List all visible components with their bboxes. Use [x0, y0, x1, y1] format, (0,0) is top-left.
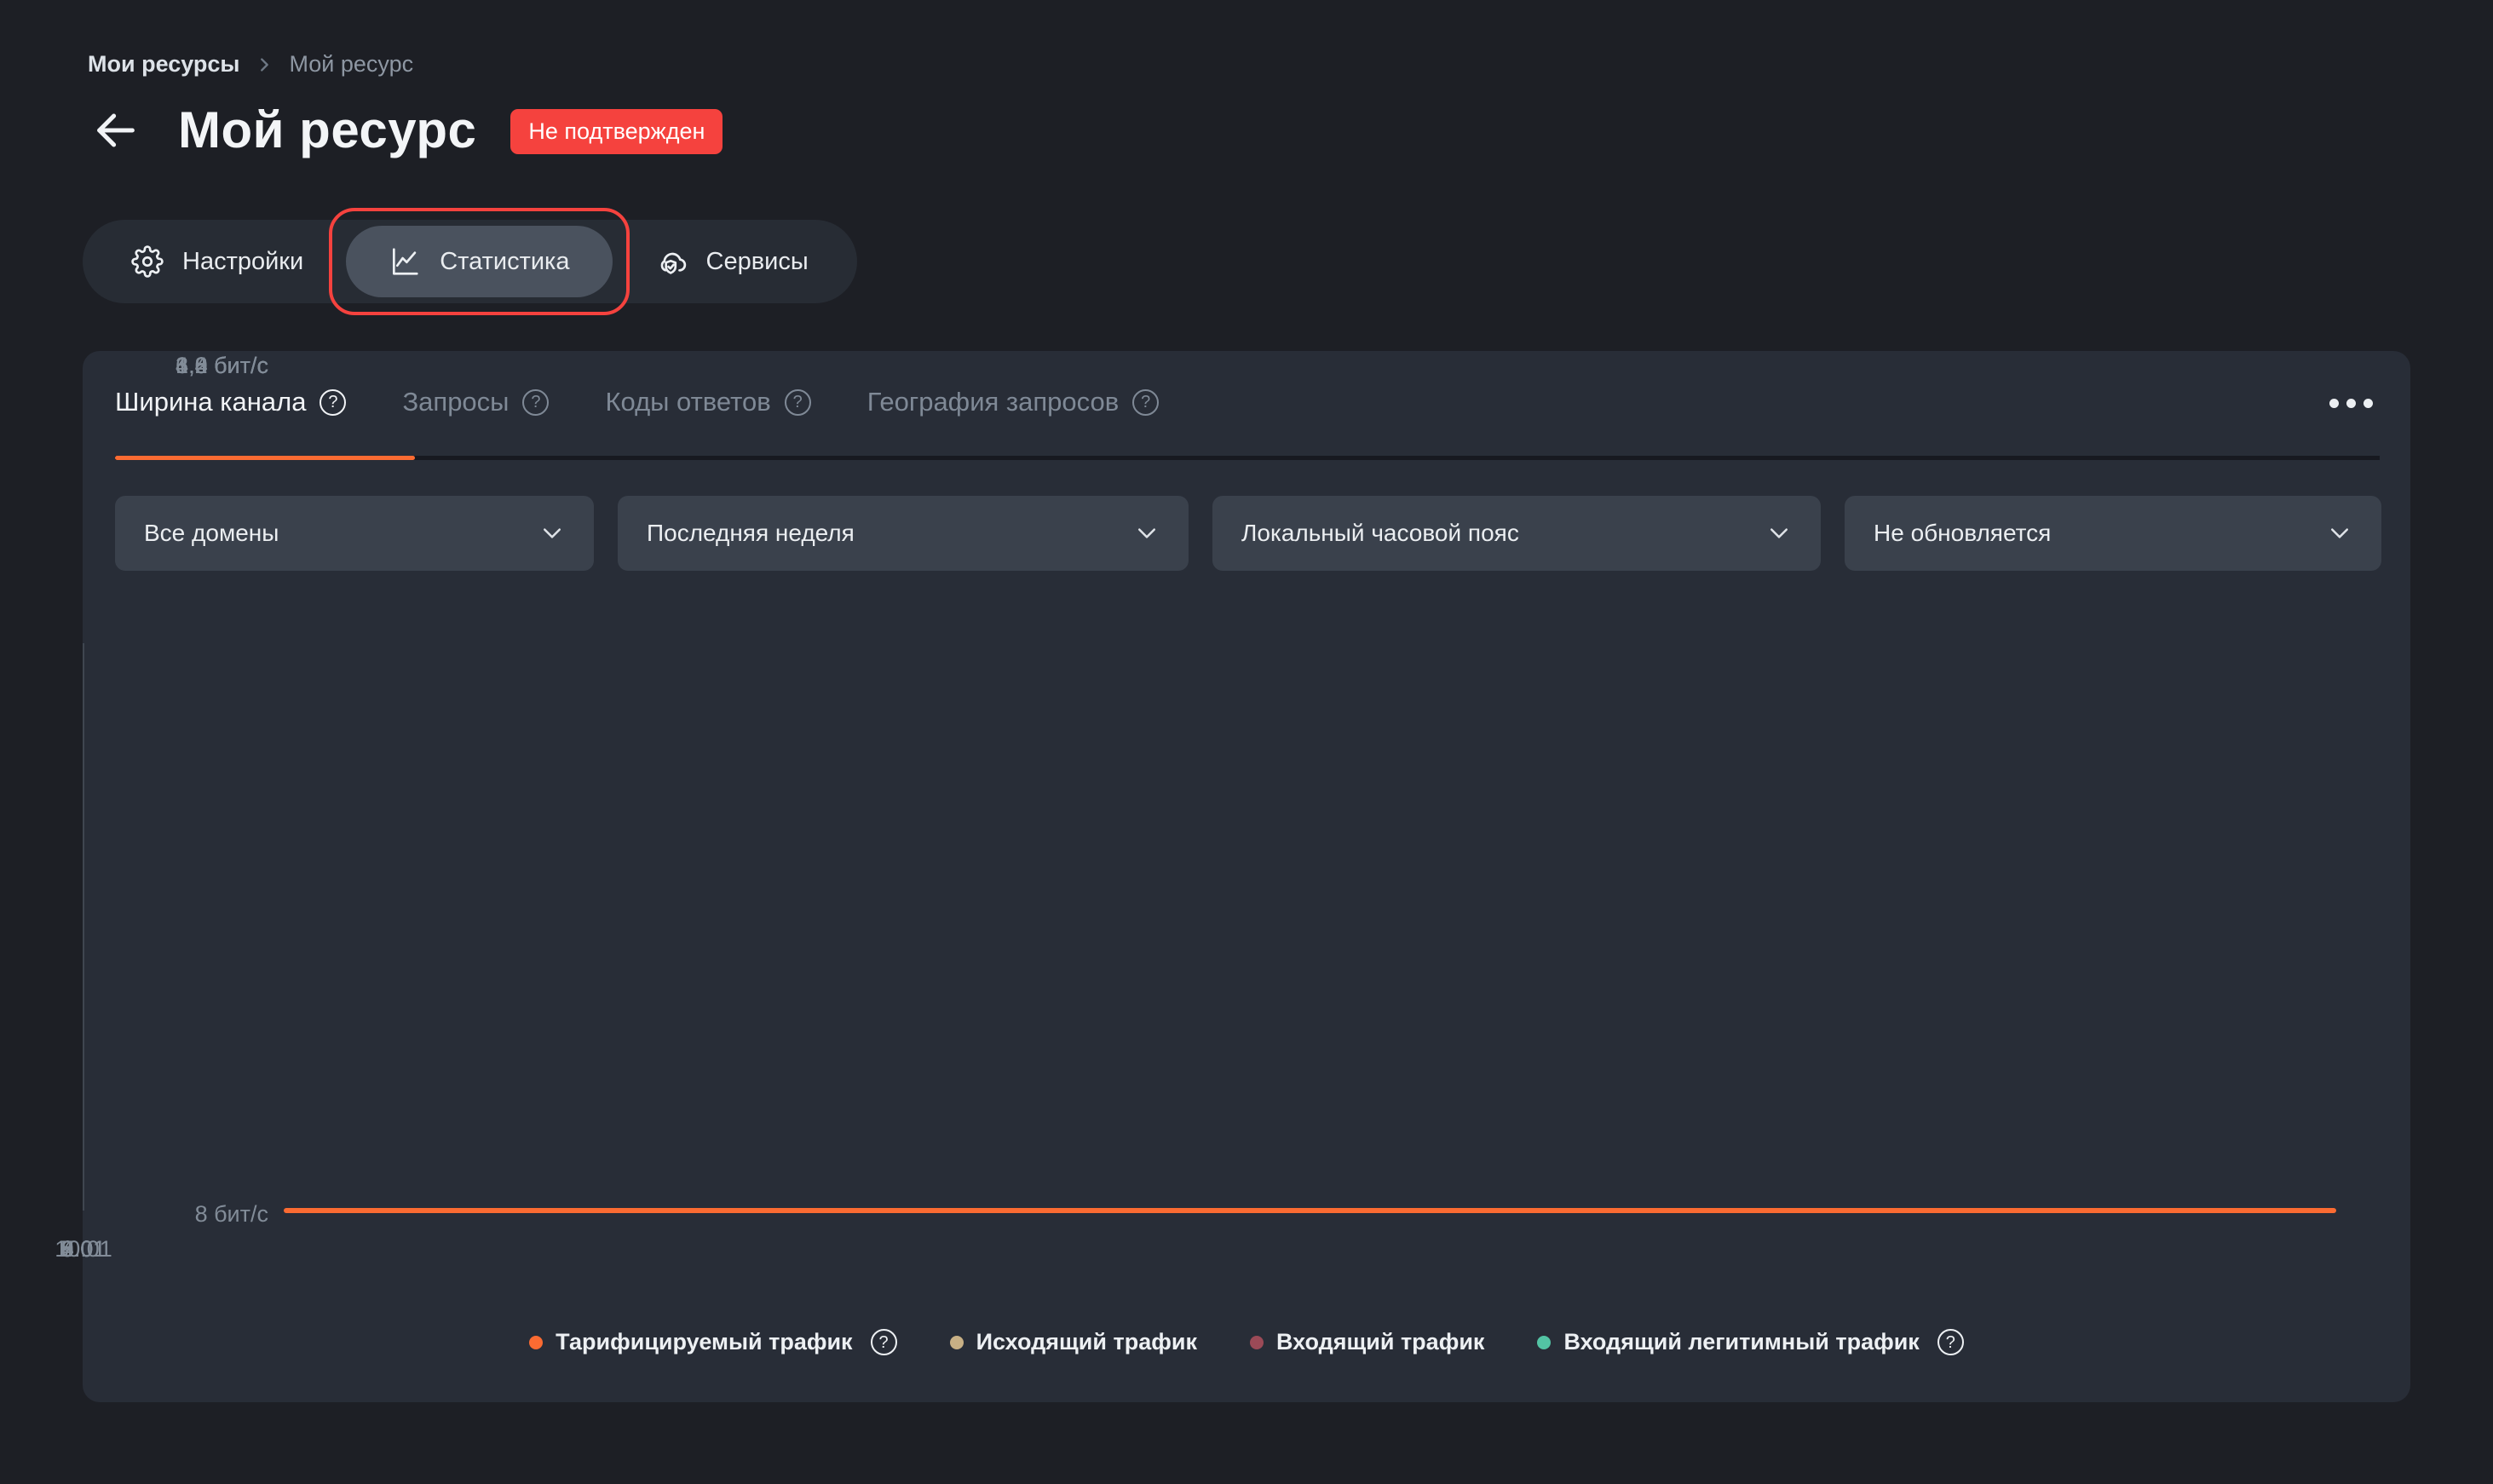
x-axis-tick: 5.01 [60, 1236, 107, 1262]
legend-item-incoming-traffic[interactable]: Входящий трафик [1249, 1329, 1485, 1355]
legend-label: Входящий трафик [1275, 1329, 1485, 1355]
x-axis-tick: 8.01 [60, 1236, 107, 1262]
help-icon[interactable]: ? [320, 388, 347, 416]
chevron-down-icon [1134, 521, 1160, 546]
gridline: 10.01 [55, 643, 112, 1262]
x-axis-tick: 6.01 [60, 1236, 107, 1262]
back-arrow-icon[interactable] [88, 102, 144, 158]
breadcrumb-current: Мой ресурс [289, 51, 414, 77]
refresh-select-value: Не обновляется [1874, 520, 2052, 546]
tab-settings-label: Настройки [182, 247, 304, 275]
cloud-check-icon [655, 245, 688, 278]
timezone-select-value: Локальный часовой пояс [1241, 520, 1519, 546]
chevron-down-icon [2327, 521, 2352, 546]
x-axis-tick: 10.01 [55, 1236, 112, 1262]
statistics-panel: Ширина канала ? Запросы ? Коды ответов ?… [55, 351, 2410, 1402]
active-tab-underline [115, 456, 415, 460]
tab-channel-width-label: Ширина канала [115, 387, 307, 417]
tabs-underline-track [115, 456, 2380, 460]
tab-response-codes-label: Коды ответов [605, 387, 771, 417]
chevron-down-icon [1766, 521, 1792, 546]
legend-dot [529, 1335, 544, 1349]
page-title: Мой ресурс [178, 101, 477, 158]
help-icon[interactable]: ? [1132, 388, 1160, 416]
tab-settings[interactable]: Настройки [89, 226, 346, 297]
legend-item-billable-traffic[interactable]: Тарифицируемый трафик ? [529, 1329, 897, 1355]
y-axis-tick: 3,2 бит/с [176, 353, 268, 378]
legend-dot [1537, 1335, 1552, 1349]
legend-label: Входящий легитимный трафик [1563, 1329, 1920, 1355]
legend-item-incoming-legit-traffic[interactable]: Входящий легитимный трафик ? [1537, 1329, 1964, 1355]
chevron-right-icon [255, 55, 273, 74]
tab-request-geography[interactable]: География запросов ? [867, 387, 1160, 417]
page-tab-bar: Настройки Статистика Сервисы [83, 208, 857, 315]
more-options-icon[interactable] [2329, 399, 2373, 408]
domains-select[interactable]: Все домены [115, 496, 594, 571]
breadcrumb-root[interactable]: Мои ресурсы [88, 51, 240, 77]
status-badge: Не подтвержден [510, 109, 723, 154]
tab-request-geography-label: География запросов [867, 387, 1120, 417]
tab-response-codes[interactable]: Коды ответов ? [605, 387, 811, 417]
tab-channel-width[interactable]: Ширина канала ? [115, 387, 347, 417]
y-axis-tick: 1,6 бит/с [176, 353, 268, 378]
help-icon[interactable]: ? [1937, 1329, 1964, 1355]
tab-statistics-label: Статистика [440, 247, 570, 275]
line-chart-icon [389, 245, 421, 278]
tab-requests[interactable]: Запросы ? [402, 387, 550, 417]
tab-statistics[interactable]: Статистика [329, 208, 630, 315]
period-select-value: Последняя неделя [647, 520, 855, 546]
tab-requests-label: Запросы [402, 387, 510, 417]
period-select[interactable]: Последняя неделя [618, 496, 1189, 571]
gear-icon [131, 245, 164, 278]
refresh-select[interactable]: Не обновляется [1845, 496, 2381, 571]
breadcrumb: Мои ресурсы Мой ресурс [88, 51, 413, 78]
help-icon[interactable]: ? [522, 388, 550, 416]
page-header: Мой ресурс Не подтвержден [88, 101, 723, 159]
legend-dot [1249, 1335, 1264, 1349]
series-line-billable-traffic [284, 1208, 2336, 1213]
legend-dot [949, 1335, 964, 1349]
chart-filters: Все домены Последняя неделя Локальный ча… [115, 496, 2381, 571]
x-axis-tick: 7.01 [60, 1236, 107, 1262]
y-axis-tick: 4,8 бит/с [176, 353, 268, 378]
tab-services[interactable]: Сервисы [613, 226, 851, 297]
y-axis-tick: 8 бит/с [194, 1201, 268, 1227]
tab-services-label: Сервисы [705, 247, 809, 275]
x-axis-tick: 4.01 [60, 1236, 107, 1262]
chart-tab-bar: Ширина канала ? Запросы ? Коды ответов ?… [115, 387, 1160, 417]
x-axis-tick: 9.01 [60, 1236, 107, 1262]
help-icon[interactable]: ? [784, 388, 811, 416]
legend-item-outgoing-traffic[interactable]: Исходящий трафик [949, 1329, 1197, 1355]
y-axis-tick: 6,4 бит/с [176, 353, 268, 378]
chevron-down-icon [539, 521, 565, 546]
legend-label: Исходящий трафик [976, 1329, 1197, 1355]
help-icon[interactable]: ? [870, 1329, 897, 1355]
domains-select-value: Все домены [144, 520, 279, 546]
y-axis-tick: 0 бит/с [194, 353, 268, 378]
timezone-select[interactable]: Локальный часовой пояс [1212, 496, 1821, 571]
legend-label: Тарифицируемый трафик [556, 1329, 853, 1355]
chart-legend: Тарифицируемый трафик ? Исходящий трафик… [83, 1329, 2410, 1355]
